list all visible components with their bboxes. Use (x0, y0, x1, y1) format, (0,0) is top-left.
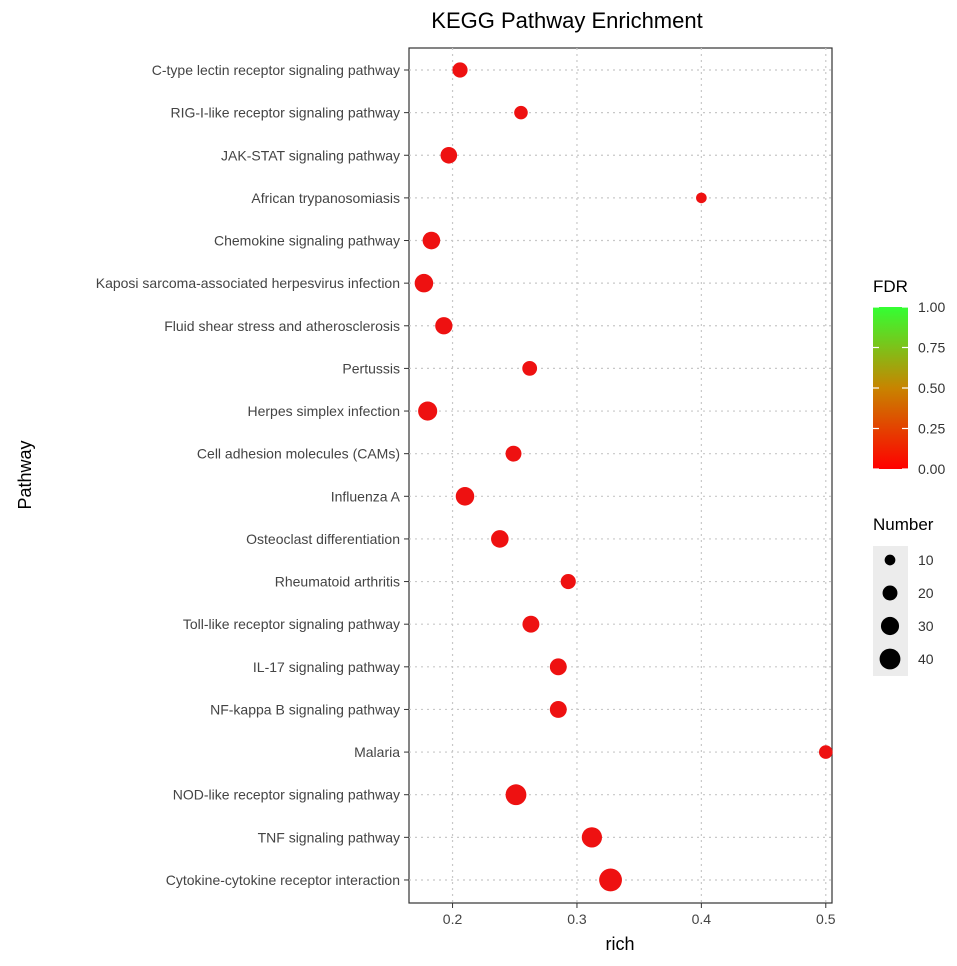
number-legend-dot (880, 616, 900, 636)
y-tick-label: Chemokine signaling pathway (214, 233, 400, 249)
data-point (505, 445, 522, 462)
plot-panel (408, 47, 833, 904)
fdr-tick-label: 0.25 (918, 421, 945, 437)
data-point (422, 231, 441, 250)
number-legend: Number 10 20 30 40 (873, 515, 934, 676)
y-tick-label: RIG-I-like receptor signaling pathway (170, 105, 400, 121)
number-legend-label: 10 (918, 552, 934, 568)
y-tick-label: African trypanosomiasis (251, 190, 400, 206)
y-axis: C-type lectin receptor signaling pathway… (96, 62, 409, 888)
x-axis-title: rich (605, 934, 634, 954)
y-tick-label: TNF signaling pathway (258, 829, 400, 845)
data-point (505, 784, 527, 806)
y-tick-label: Pertussis (342, 360, 400, 376)
y-tick-label: Influenza A (331, 488, 401, 504)
y-tick-label: Toll-like receptor signaling pathway (183, 616, 400, 632)
y-tick-label: Cytokine-cytokine receptor interaction (166, 872, 400, 888)
number-legend-title: Number (873, 515, 934, 534)
data-point (414, 273, 434, 293)
y-tick-label: NOD-like receptor signaling pathway (173, 787, 400, 803)
data-point (549, 658, 567, 676)
y-tick-label: Rheumatoid arthritis (275, 574, 400, 590)
x-tick-label: 0.3 (567, 911, 587, 927)
number-legend-label: 30 (918, 618, 934, 634)
x-axis: 0.2 0.3 0.4 0.5 (443, 903, 836, 927)
data-point (514, 105, 528, 120)
number-legend-label: 40 (918, 651, 934, 667)
data-point (455, 487, 475, 506)
data-point (696, 192, 707, 204)
data-point (452, 62, 468, 78)
y-tick-label: Kaposi sarcoma-associated herpesvirus in… (96, 275, 400, 291)
x-tick-label: 0.5 (816, 911, 836, 927)
number-legend-label: 20 (918, 585, 934, 601)
y-tick-label: Herpes simplex infection (247, 403, 400, 419)
y-tick-label: IL-17 signaling pathway (253, 659, 400, 675)
number-legend-dot (882, 585, 898, 601)
number-legend-dot (879, 648, 901, 670)
y-tick-label: NF-kappa B signaling pathway (210, 701, 400, 717)
data-point (418, 401, 438, 421)
number-legend-dot (884, 554, 896, 566)
data-point (581, 827, 603, 848)
y-tick-label: Fluid shear stress and atherosclerosis (164, 318, 400, 334)
data-point (522, 615, 540, 633)
number-legend-keys: 10 20 30 40 (879, 552, 934, 670)
data-point (435, 317, 453, 335)
y-tick-label: JAK-STAT signaling pathway (221, 147, 400, 163)
fdr-tick-label: 0.75 (918, 340, 945, 356)
y-tick-label: Osteoclast differentiation (246, 531, 400, 547)
fdr-legend-title: FDR (873, 277, 908, 296)
y-axis-title: Pathway (15, 440, 35, 509)
data-point (522, 361, 538, 376)
fdr-tick-label: 0.00 (918, 461, 945, 477)
y-tick-label: Malaria (354, 744, 400, 760)
data-point (560, 573, 576, 590)
data-point (491, 530, 509, 548)
data-point (599, 868, 622, 892)
y-tick-label: Cell adhesion molecules (CAMs) (197, 446, 400, 462)
data-point (818, 745, 833, 759)
fdr-tick-label: 1.00 (918, 299, 945, 315)
x-tick-label: 0.2 (443, 911, 463, 927)
y-tick-label: C-type lectin receptor signaling pathway (152, 62, 400, 78)
data-point (440, 146, 458, 164)
x-tick-label: 0.4 (692, 911, 712, 927)
data-point (549, 700, 567, 718)
fdr-legend-ticks: 1.00 0.75 0.50 0.25 0.00 (873, 299, 945, 477)
data-points (414, 62, 833, 892)
fdr-legend: FDR 1.00 0.75 0.50 0.25 0.00 (873, 277, 945, 477)
chart-title: KEGG Pathway Enrichment (431, 8, 702, 33)
grid-lines (409, 48, 832, 903)
fdr-tick-label: 0.50 (918, 380, 945, 396)
